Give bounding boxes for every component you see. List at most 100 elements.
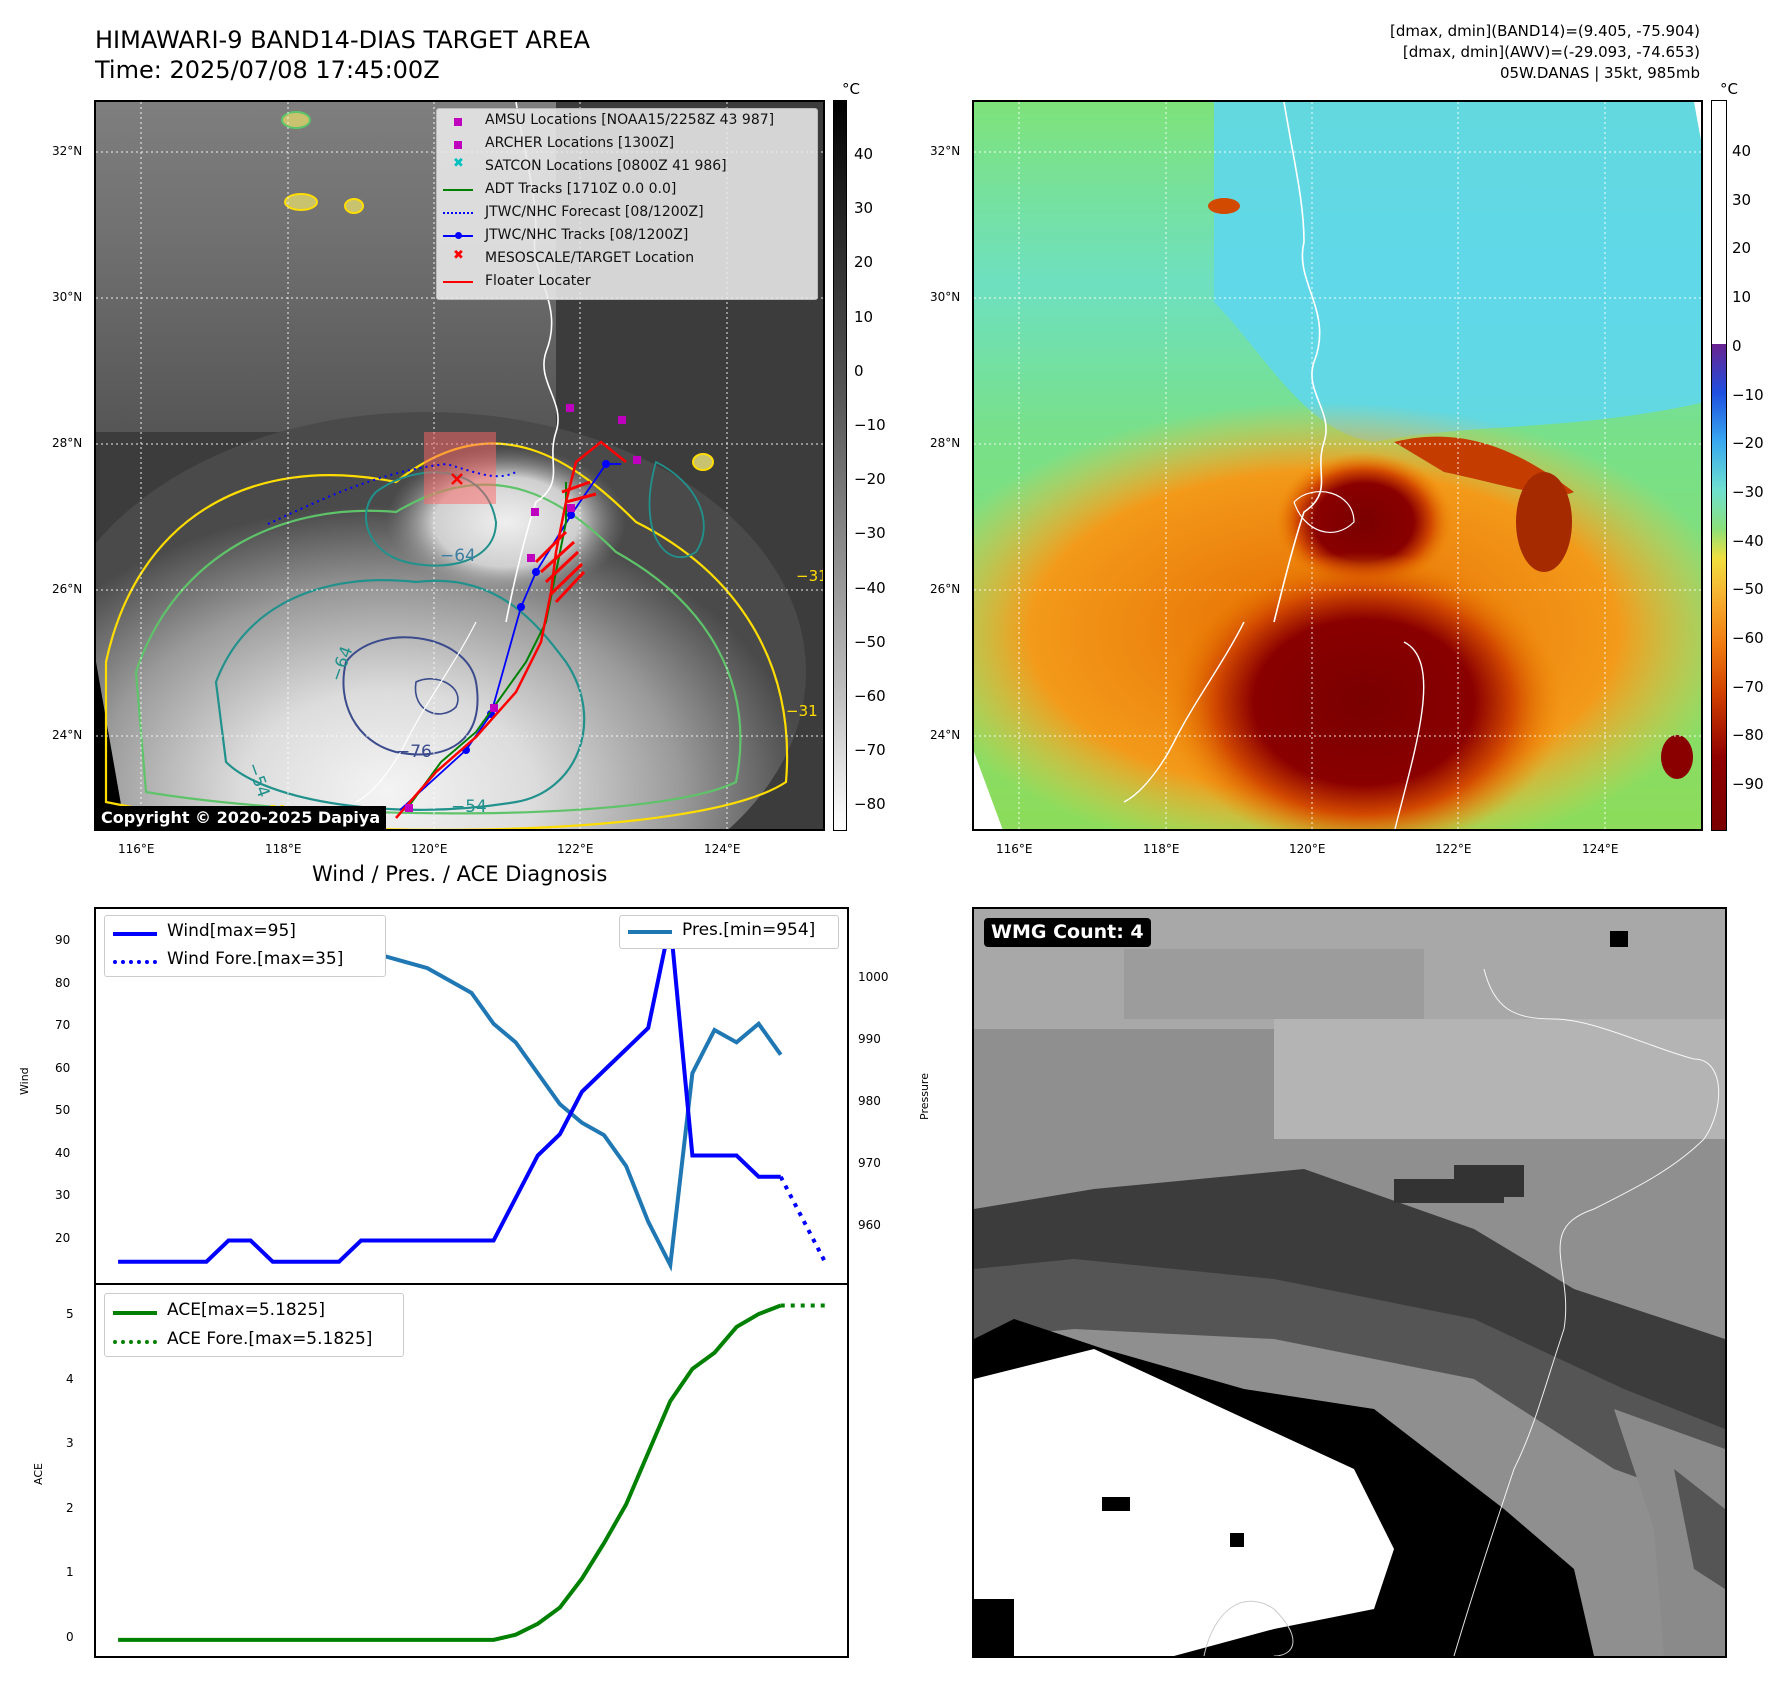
ace-axis-label: ACE xyxy=(32,1463,45,1485)
ir-legend: AMSU Locations [NOAA15/2258Z 43 987] ARC… xyxy=(436,108,818,300)
lon-tick: 124°E xyxy=(1582,842,1619,856)
ace-panel: ACE[max=5.1825] ACE Fore.[max=5.1825] xyxy=(94,1283,849,1658)
y-tick-label: 0 xyxy=(66,1629,74,1644)
y-tick-label: 70 xyxy=(55,1018,71,1032)
lat-tick: 26°N xyxy=(930,582,961,596)
adt-line-icon xyxy=(443,189,473,191)
y-tick-label: 3 xyxy=(66,1436,74,1451)
colorbar-tick-label: −30 xyxy=(1732,482,1764,501)
lat-tick: 24°N xyxy=(52,728,83,742)
ir-colorbar xyxy=(833,100,847,831)
lon-tick: 118°E xyxy=(265,842,302,856)
y-tick-label: 80 xyxy=(55,975,71,990)
wind-fore-line-icon xyxy=(113,960,157,964)
ace-line xyxy=(118,1303,782,1642)
archer-marker-icon xyxy=(454,141,462,149)
lon-tick: 122°E xyxy=(557,842,594,856)
y-tick-label: 60 xyxy=(55,1060,71,1075)
y-tick-label: 20 xyxy=(55,1230,71,1245)
lon-tick: 116°E xyxy=(996,842,1033,856)
lat-tick: 30°N xyxy=(52,290,83,304)
awv-colorbar-unit: °C xyxy=(1720,80,1738,98)
legend-item-satcon: SATCON Locations [0800Z 41 986] xyxy=(485,158,727,174)
ace-fore-line-icon xyxy=(113,1340,157,1344)
lon-tick: 120°E xyxy=(411,842,448,856)
info-storm: 05W.DANAS | 35kt, 985mb xyxy=(1499,64,1700,82)
colorbar-tick-label: −10 xyxy=(1732,385,1764,404)
y-tick-label: 30 xyxy=(55,1188,71,1202)
awv-colorbar-white xyxy=(1711,100,1727,344)
colorbar-tick-label: 10 xyxy=(854,307,874,326)
contour-label: −64 xyxy=(440,546,476,566)
wind-legend: Wind[max=95] Wind Fore.[max=35] xyxy=(104,915,386,977)
target-x-icon: ✖ xyxy=(453,248,464,263)
lat-tick: 32°N xyxy=(52,144,83,158)
y-tick-label: 40 xyxy=(55,1145,71,1160)
pressure-axis-label: Pressure xyxy=(918,1073,931,1120)
legend-item-mesoscale: MESOSCALE/TARGET Location xyxy=(485,250,695,266)
colorbar-tick-label: 0 xyxy=(854,361,864,380)
colorbar-tick-label: −40 xyxy=(1732,531,1764,550)
colorbar-tick-label: −20 xyxy=(1732,434,1764,453)
wind-legend-label: Wind[max=95] xyxy=(167,921,296,941)
colorbar-tick-label: 30 xyxy=(854,199,874,218)
y-tick-label: 990 xyxy=(858,1032,881,1047)
colorbar-tick-label: 10 xyxy=(1732,288,1752,307)
awv-map-image xyxy=(974,102,1701,829)
wind-line-icon xyxy=(113,932,157,936)
lon-tick: 124°E xyxy=(704,842,741,856)
y-tick-label: 980 xyxy=(858,1094,881,1109)
lat-tick: 32°N xyxy=(930,144,961,158)
track-dot-icon xyxy=(455,232,462,239)
colorbar-tick-label: 30 xyxy=(1732,190,1752,209)
ace-legend: ACE[max=5.1825] ACE Fore.[max=5.1825] xyxy=(104,1293,404,1357)
y-tick-label: 1000 xyxy=(858,970,889,985)
ace-legend-label: ACE[max=5.1825] xyxy=(167,1300,325,1320)
wind-axis-label: Wind xyxy=(18,1067,31,1095)
lat-tick: 26°N xyxy=(52,582,83,596)
legend-item-adt: ADT Tracks [1710Z 0.0 0.0] xyxy=(485,181,677,197)
awv-map-panel xyxy=(972,100,1703,831)
colorbar-tick-label: −80 xyxy=(1732,726,1764,745)
figure-time: Time: 2025/07/08 17:45:00Z xyxy=(95,56,440,84)
wind-pressure-panel: Wind[max=95] Wind Fore.[max=35] Pres.[mi… xyxy=(94,907,849,1285)
colorbar-tick-label: 20 xyxy=(854,253,874,272)
colorbar-tick-label: −80 xyxy=(854,795,886,814)
copyright-label: Copyright © 2020-2025 Dapiya xyxy=(95,806,387,830)
contour-label: −31 xyxy=(786,702,818,720)
colorbar-tick-label: −90 xyxy=(1732,775,1764,794)
info-band14-range: [dmax, dmin](BAND14)=(9.405, -75.904) xyxy=(1389,22,1700,40)
colorbar-tick-label: −10 xyxy=(854,416,886,434)
colorbar-tick-label: 0 xyxy=(1732,336,1742,355)
lon-tick: 116°E xyxy=(118,842,155,856)
forecast-dotted-icon xyxy=(443,212,473,214)
colorbar-tick-label: −40 xyxy=(854,578,886,597)
figure-title: HIMAWARI-9 BAND14-DIAS TARGET AREA xyxy=(95,26,591,54)
colorbar-tick-label: 20 xyxy=(1732,239,1752,258)
ace-fore-legend-label: ACE Fore.[max=5.1825] xyxy=(167,1329,373,1349)
awv-colorbar xyxy=(1711,344,1727,831)
lat-tick: 28°N xyxy=(930,436,961,450)
wmg-panel xyxy=(972,907,1727,1658)
y-tick-label: 1 xyxy=(66,1565,74,1580)
contour-label: −76 xyxy=(396,742,432,762)
colorbar-tick-label: −60 xyxy=(854,687,886,705)
diagnosis-title: Wind / Pres. / ACE Diagnosis xyxy=(312,862,608,886)
ace-line-icon xyxy=(113,1311,157,1315)
wind-forecast-line xyxy=(778,1175,827,1263)
satcon-x-icon: ✖ xyxy=(453,156,464,171)
colorbar-tick-label: −50 xyxy=(854,632,886,651)
lon-tick: 118°E xyxy=(1143,842,1180,856)
colorbar-tick-label: −50 xyxy=(1732,580,1764,599)
lon-tick: 120°E xyxy=(1289,842,1326,856)
ir-map-panel: −64 −64 −76 −54 −54 −31 −31 −31 AMSU Loc… xyxy=(94,100,825,831)
colorbar-tick-label: −60 xyxy=(1732,629,1764,647)
info-awv-range: [dmax, dmin](AWV)=(-29.093, -74.653) xyxy=(1402,43,1700,61)
pressure-line xyxy=(118,947,783,1272)
wind-fore-legend-label: Wind Fore.[max=35] xyxy=(167,949,344,969)
y-tick-label: 4 xyxy=(66,1371,74,1386)
lat-tick: 24°N xyxy=(930,728,961,742)
lon-tick: 122°E xyxy=(1435,842,1472,856)
ace-plot xyxy=(118,1303,825,1642)
colorbar-tick-label: 40 xyxy=(1732,142,1752,160)
